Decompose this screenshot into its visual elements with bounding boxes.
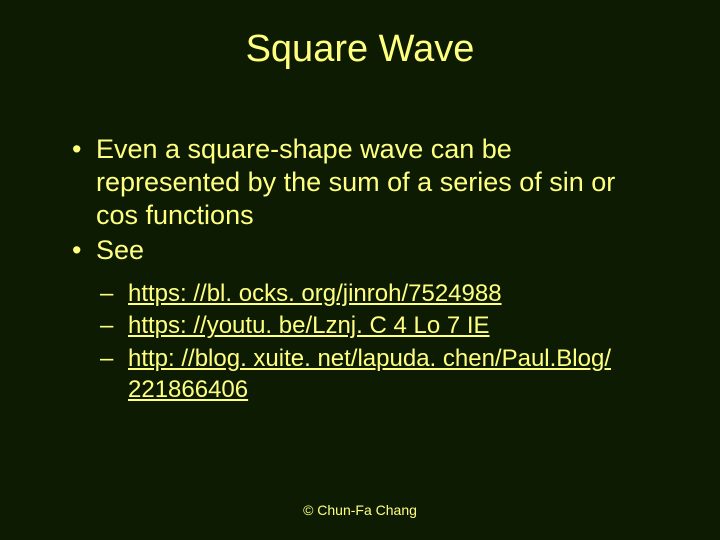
slide-footer: © Chun-Fa Chang xyxy=(0,502,720,518)
bullet-item: See xyxy=(70,234,660,267)
bullet-text: Even a square-shape wave can be represen… xyxy=(96,134,615,230)
bullet-subitem: http: //blog. xuite. net/lapuda. chen/Pa… xyxy=(96,344,660,405)
slide-title: Square Wave xyxy=(0,0,720,71)
link-text[interactable]: http: //blog. xuite. net/lapuda. chen/Pa… xyxy=(128,345,611,403)
bullet-item: Even a square-shape wave can be represen… xyxy=(70,133,660,232)
slide-content: Even a square-shape wave can be represen… xyxy=(0,71,720,406)
bullet-text: See xyxy=(96,235,144,265)
bullet-subitem: https: //youtu. be/Lznj. C 4 Lo 7 IE xyxy=(96,311,660,342)
bullet-subitem: https: //bl. ocks. org/jinroh/7524988 xyxy=(96,279,660,310)
link-text[interactable]: https: //bl. ocks. org/jinroh/7524988 xyxy=(128,280,502,307)
slide: Square Wave Even a square-shape wave can… xyxy=(0,0,720,540)
link-text[interactable]: https: //youtu. be/Lznj. C 4 Lo 7 IE xyxy=(128,312,490,339)
